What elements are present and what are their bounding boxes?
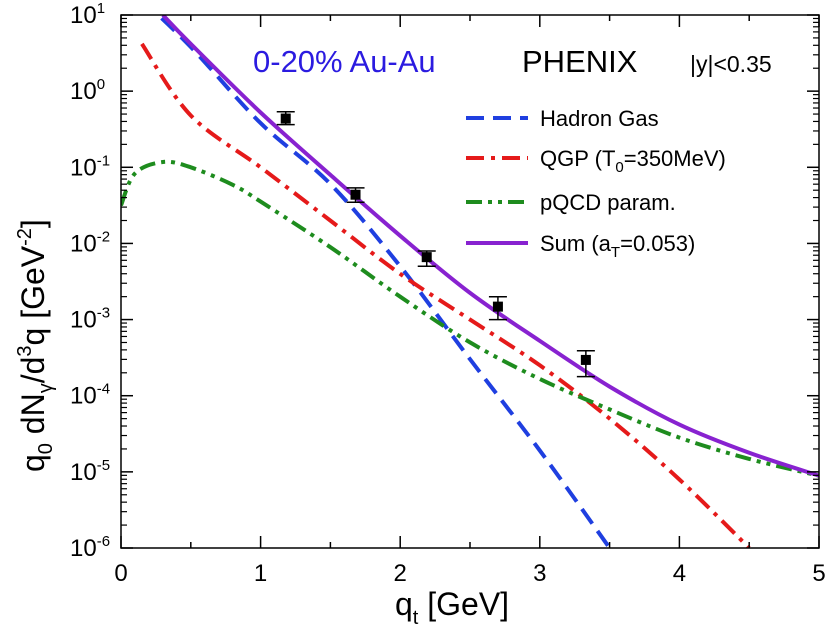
x-tick-label: 1 — [254, 560, 267, 587]
data-point — [350, 189, 361, 200]
y-tick-label: 10-1 — [70, 152, 110, 181]
legend-label-qgp: QGP (T0=350MeV) — [540, 146, 726, 176]
x-tick-label: 4 — [673, 560, 686, 587]
legend-label-sum: Sum (aT=0.053) — [540, 231, 695, 261]
data-point — [280, 113, 291, 124]
rapidity-annotation: |y|<0.35 — [690, 51, 772, 77]
series-line-3 — [161, 15, 819, 478]
y-tick-label: 10-3 — [70, 305, 110, 334]
data-point — [421, 252, 432, 263]
data-point — [580, 354, 591, 365]
series-line-2 — [121, 159, 819, 478]
x-tick-label: 0 — [114, 560, 127, 587]
x-tick-label: 3 — [533, 560, 546, 587]
x-axis-title: qt [GeV] — [395, 586, 509, 629]
y-tick-label: 101 — [70, 0, 105, 29]
x-tick-label: 5 — [812, 560, 825, 587]
y-tick-label: 10-6 — [70, 533, 110, 562]
series-line-1 — [140, 42, 751, 548]
y-tick-label: 100 — [70, 76, 105, 105]
y-tick-label: 10-5 — [70, 457, 110, 486]
x-tick-label: 2 — [394, 560, 407, 587]
data-point — [492, 301, 503, 312]
legend-label-pqcd: pQCD param. — [540, 190, 676, 215]
legend-label-hadron-gas: Hadron Gas — [540, 106, 659, 131]
y-axis-title: q0 dNγ/d3q [GeV-2] — [14, 219, 57, 472]
legend: Hadron Gas QGP (T0=350MeV) pQCD param. S… — [466, 106, 726, 261]
y-tick-label: 10-2 — [70, 228, 110, 257]
experiment-annotation: PHENIX — [522, 44, 638, 79]
system-annotation: 0-20% Au-Au — [253, 44, 436, 79]
y-tick-label: 10-4 — [70, 381, 110, 410]
series-line-0 — [155, 15, 612, 548]
